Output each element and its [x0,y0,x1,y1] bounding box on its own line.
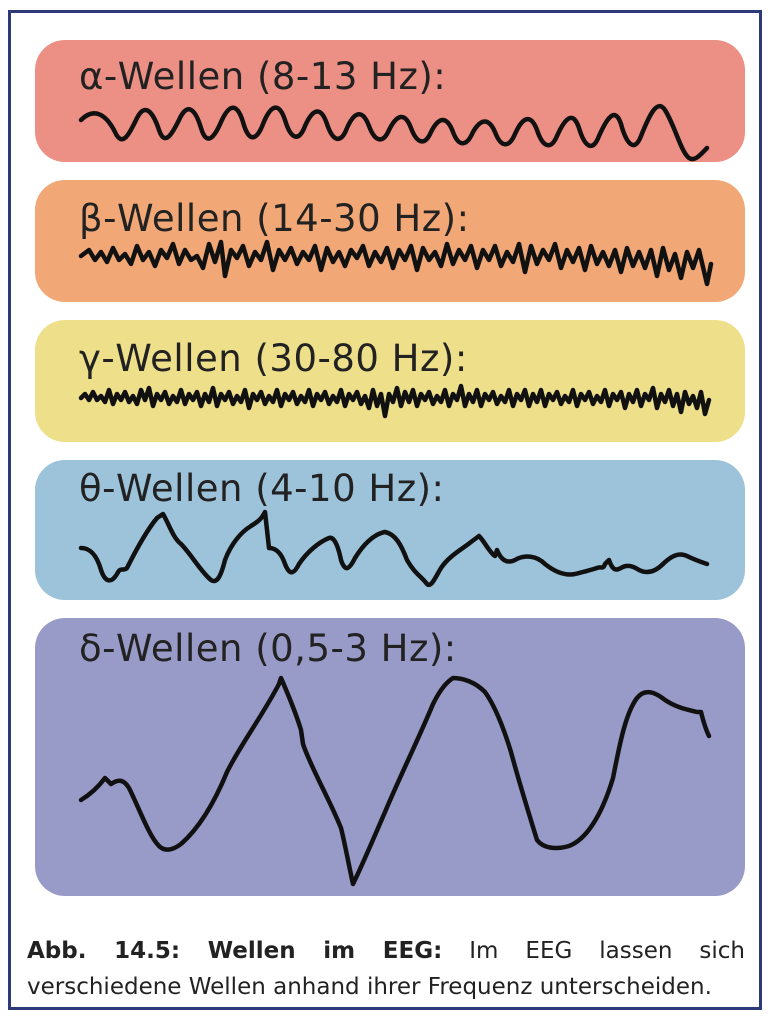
theta-wave-label: θ-Wellen (4-10 Hz): [79,467,445,510]
delta-wave-trace [78,675,712,887]
beta-wave-panel: β-Wellen (14-30 Hz): [35,180,745,302]
alpha-wave-label: α-Wellen (8-13 Hz): [79,55,447,98]
delta-wave-panel: δ-Wellen (0,5-3 Hz): [35,618,745,896]
beta-wave-label: β-Wellen (14-30 Hz): [79,197,470,240]
delta-wave-line [78,675,712,887]
caption-title: Abb. 14.5: Wellen im EEG: [27,938,443,964]
alpha-wave-line [78,103,710,162]
gamma-wave-label: γ-Wellen (30-80 Hz): [79,337,468,380]
gamma-wave-panel: γ-Wellen (30-80 Hz): [35,320,745,442]
delta-wave-label: δ-Wellen (0,5-3 Hz): [79,627,457,670]
gamma-wave-line [78,383,712,419]
theta-wave-trace [78,509,710,588]
caption-text: Im EEG lassen sich verschiedene Wellen a… [27,938,745,1000]
figure-frame: α-Wellen (8-13 Hz): β-Wellen (14-30 Hz):… [8,10,762,1010]
alpha-wave-panel: α-Wellen (8-13 Hz): [35,40,745,162]
theta-wave-line [78,509,710,588]
beta-wave-trace [78,239,714,287]
gamma-wave-trace [78,383,712,419]
figure-caption: Abb. 14.5: Wellen im EEG: Im EEG lassen … [27,933,745,1005]
alpha-wave-trace [78,103,710,162]
beta-wave-line [78,239,714,287]
theta-wave-panel: θ-Wellen (4-10 Hz): [35,460,745,600]
